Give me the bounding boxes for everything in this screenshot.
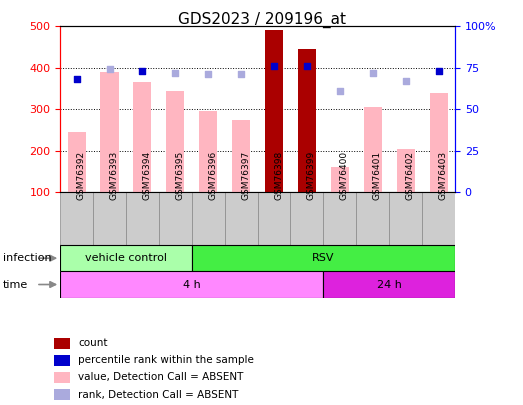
Bar — [396, 149, 415, 192]
Text: infection: infection — [3, 253, 51, 263]
Text: GSM76399: GSM76399 — [307, 151, 316, 200]
Text: rank, Detection Call = ABSENT: rank, Detection Call = ABSENT — [78, 390, 238, 400]
Text: GSM76398: GSM76398 — [274, 151, 283, 200]
Bar — [54, 389, 70, 400]
Point — [204, 71, 212, 78]
Bar — [422, 192, 455, 245]
Text: RSV: RSV — [312, 253, 335, 263]
Text: GSM76392: GSM76392 — [76, 151, 86, 200]
Text: GSM76393: GSM76393 — [109, 151, 119, 200]
Bar — [257, 192, 290, 245]
Bar — [54, 337, 70, 349]
Point — [303, 63, 311, 69]
Bar — [60, 271, 323, 298]
Point — [171, 70, 179, 76]
Text: GSM76394: GSM76394 — [142, 151, 152, 200]
Bar — [323, 271, 455, 298]
Bar — [225, 192, 257, 245]
Bar — [363, 107, 382, 192]
Text: percentile rank within the sample: percentile rank within the sample — [78, 355, 254, 365]
Text: GSM76401: GSM76401 — [373, 151, 382, 200]
Point — [270, 63, 278, 69]
Bar — [54, 355, 70, 366]
Bar — [67, 132, 86, 192]
Point — [435, 68, 443, 75]
Bar — [429, 93, 448, 192]
Bar — [323, 192, 356, 245]
Bar — [54, 372, 70, 383]
Bar — [159, 192, 192, 245]
Text: GSM76400: GSM76400 — [340, 151, 349, 200]
Bar — [389, 192, 422, 245]
Text: GSM76395: GSM76395 — [175, 151, 184, 200]
Bar — [356, 192, 389, 245]
Bar — [126, 192, 159, 245]
Text: time: time — [3, 279, 28, 290]
Bar — [265, 30, 283, 192]
Point — [105, 66, 113, 73]
Bar — [298, 49, 316, 192]
Bar — [133, 82, 152, 192]
Bar — [100, 72, 119, 192]
Bar — [199, 111, 217, 192]
Point — [402, 78, 410, 84]
Text: 4 h: 4 h — [183, 279, 201, 290]
Text: 24 h: 24 h — [377, 279, 402, 290]
Text: count: count — [78, 338, 108, 348]
Text: GSM76397: GSM76397 — [241, 151, 250, 200]
Bar — [232, 120, 250, 192]
Bar — [166, 91, 185, 192]
Text: GSM76403: GSM76403 — [439, 151, 448, 200]
Text: value, Detection Call = ABSENT: value, Detection Call = ABSENT — [78, 373, 243, 382]
Bar — [60, 245, 192, 271]
Point — [336, 88, 344, 94]
Bar — [93, 192, 126, 245]
Text: vehicle control: vehicle control — [85, 253, 167, 263]
Bar — [192, 245, 455, 271]
Point — [237, 71, 245, 78]
Bar — [331, 168, 349, 192]
Bar — [290, 192, 323, 245]
Point — [138, 68, 146, 75]
Point — [72, 76, 81, 83]
Text: GDS2023 / 209196_at: GDS2023 / 209196_at — [177, 12, 346, 28]
Text: GSM76402: GSM76402 — [406, 151, 415, 200]
Text: GSM76396: GSM76396 — [208, 151, 217, 200]
Bar — [60, 192, 93, 245]
Bar — [192, 192, 225, 245]
Point — [369, 70, 377, 76]
